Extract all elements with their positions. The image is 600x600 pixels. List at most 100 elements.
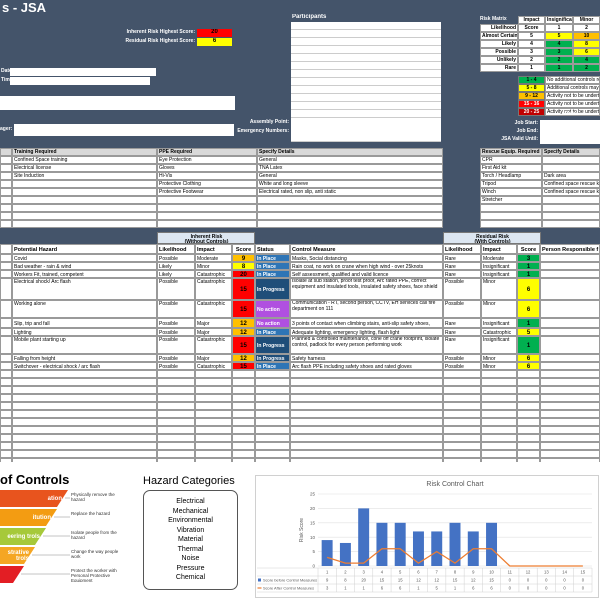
group-title: Inherent Risk: [190, 233, 223, 240]
impact: Catastrophic: [195, 336, 232, 354]
level-label: eering trols: [7, 533, 40, 540]
impact: Minor: [195, 262, 232, 270]
cell: [540, 362, 600, 370]
table-value: 15: [398, 578, 403, 583]
field: [10, 77, 150, 85]
cell: General: [257, 156, 443, 164]
score-box: 6: [197, 38, 232, 46]
cell: [157, 370, 195, 378]
cell: [290, 386, 443, 394]
label: Inherent Risk Highest Score:: [126, 29, 195, 35]
cell: [290, 450, 443, 458]
cell: [517, 434, 540, 442]
cell: [255, 394, 290, 402]
y-tick-label: 15: [310, 520, 316, 525]
label: Time:: [1, 77, 15, 83]
cell: [157, 196, 257, 204]
cell: [12, 196, 157, 204]
cell: [12, 410, 157, 418]
bar: [394, 522, 406, 566]
label: JSA Valid Until:: [501, 136, 538, 142]
control: Safety harness: [290, 354, 443, 362]
cell: Likely: [480, 40, 518, 48]
control: Masks, Social distancing: [290, 254, 443, 262]
categories-title: Hazard Categories: [143, 475, 235, 487]
group-title: Residual Risk: [476, 233, 509, 240]
cell: Impact: [518, 16, 545, 24]
cell: [517, 386, 540, 394]
table-value: 20: [361, 578, 366, 583]
header-cell: Training Required: [12, 148, 157, 156]
cell: Almost Certain: [480, 32, 518, 40]
cell: [542, 212, 600, 220]
level-label: strative trols: [7, 549, 29, 563]
cell: [12, 180, 157, 188]
cell: [157, 386, 195, 394]
cell: [232, 402, 255, 410]
cell: [0, 254, 12, 262]
band-range: 9 - 12: [518, 92, 545, 100]
likelihood: Rare: [443, 328, 481, 336]
column-header: Score: [517, 244, 540, 254]
level-desc: Protect the worker with Personal Protect…: [71, 568, 117, 582]
band-text: No additional controls required: [545, 76, 600, 84]
cell: [481, 434, 517, 442]
cell: [255, 442, 290, 450]
label: Participants: [292, 14, 327, 20]
cell: [0, 300, 12, 318]
cell: Confined space rescue kit: [542, 180, 600, 188]
column-header: Impact: [195, 244, 232, 254]
categories-box: Electrical Mechanical Environmental Vibrati…: [143, 490, 238, 590]
cell: [290, 370, 443, 378]
cell: [0, 180, 12, 188]
cell: [540, 270, 600, 278]
legend-label: Score before Control Measures: [263, 578, 317, 583]
cell: [12, 450, 157, 458]
cell: [255, 410, 290, 418]
band-range: 20 - 25: [518, 108, 545, 116]
cell: [0, 370, 12, 378]
cell: [0, 220, 12, 228]
cell: [290, 426, 443, 434]
cell: [0, 418, 12, 426]
column-header: Likelihood: [157, 244, 195, 254]
x-tick-label: 1: [326, 570, 329, 575]
matrix-cell: 10: [573, 32, 600, 40]
cell: [157, 426, 195, 434]
status: In Progress: [255, 336, 290, 354]
bar: [486, 522, 498, 566]
y-tick-label: 5: [312, 549, 315, 554]
table-value: 12: [434, 578, 439, 583]
cell: [517, 410, 540, 418]
cell: [0, 362, 12, 370]
cell: [12, 378, 157, 386]
field: [14, 124, 234, 136]
cell: [0, 188, 12, 196]
cell: [290, 378, 443, 386]
cell: [255, 450, 290, 458]
likelihood: Possible: [157, 300, 195, 318]
cell: 3: [518, 48, 545, 56]
cell: [540, 300, 600, 318]
likelihood: Possible: [157, 278, 195, 300]
x-tick-label: 12: [526, 570, 531, 575]
cell: [517, 442, 540, 450]
cell: [157, 402, 195, 410]
cell: [157, 418, 195, 426]
cell: [0, 212, 12, 220]
matrix-cell: 5: [545, 32, 573, 40]
bar: [449, 522, 461, 566]
impact: Moderate: [195, 254, 232, 262]
pyramid-level: [0, 528, 46, 545]
control: Arc flash PPE including safety shoes and…: [290, 362, 443, 370]
cell: [12, 434, 157, 442]
cell: [0, 434, 12, 442]
impact: Catastrophic: [195, 362, 232, 370]
cell: [542, 220, 600, 228]
cell: Hi-Vis: [157, 172, 257, 180]
cell: [0, 164, 12, 172]
cell: [195, 370, 232, 378]
matrix-cell: 6: [573, 48, 600, 56]
x-tick-label: 7: [436, 570, 439, 575]
cell: [195, 394, 232, 402]
